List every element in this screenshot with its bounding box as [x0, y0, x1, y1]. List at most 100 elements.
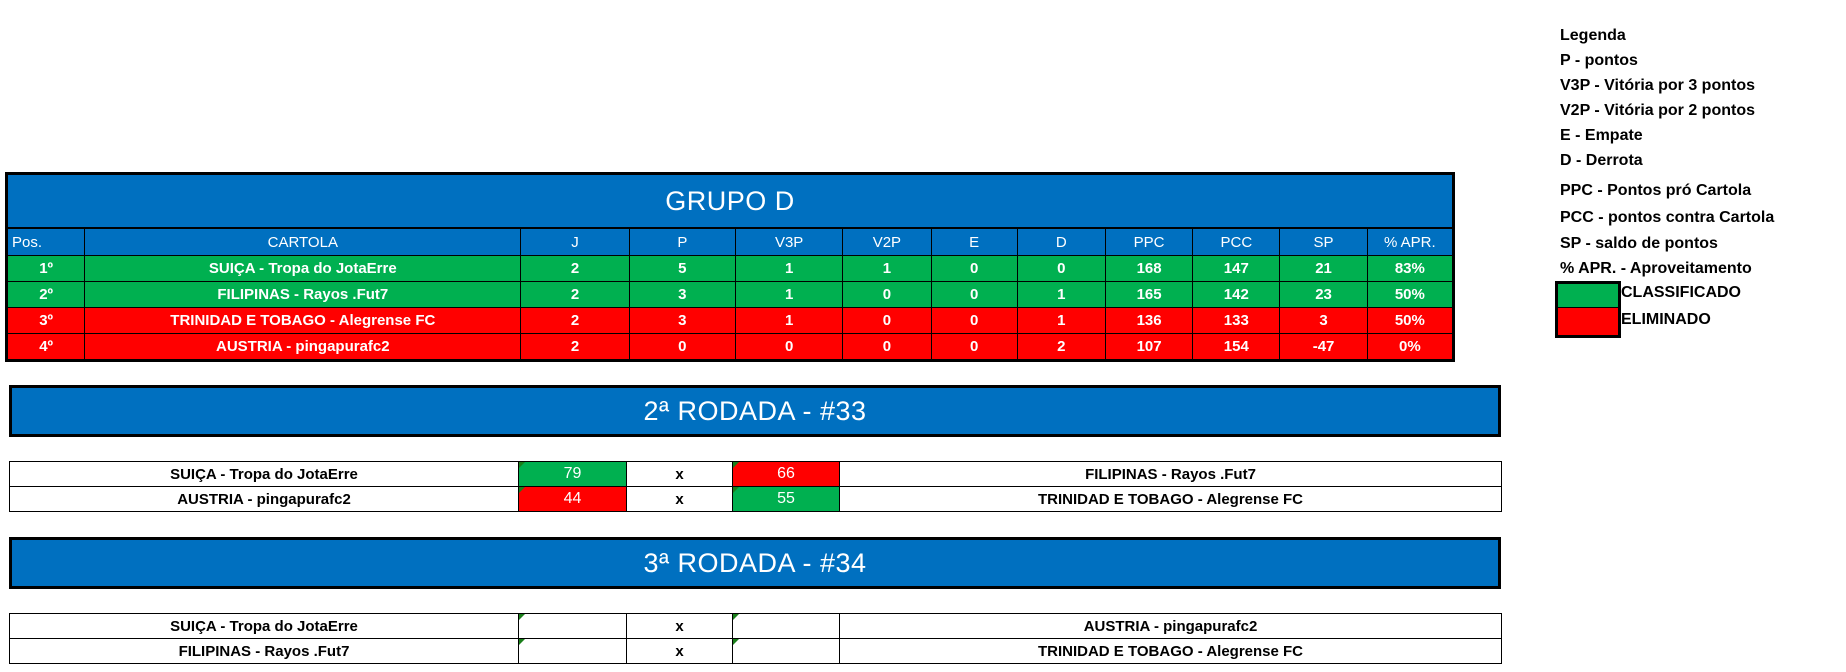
group-title-banner: GRUPO D: [5, 172, 1455, 230]
header-pcc: PCC: [1192, 228, 1281, 256]
header-p: P: [628, 228, 736, 256]
cell-e: 0: [930, 307, 1018, 334]
match-row: SUIÇA - Tropa do JotaErre x AUSTRIA - ping…: [9, 613, 1502, 639]
cell-pos: 4º: [5, 333, 86, 361]
header-ppc: PPC: [1104, 228, 1194, 256]
cell-cartola: TRINIDAD E TOBAGO - Alegrense FC: [84, 307, 522, 334]
comment-indicator-icon: [733, 614, 739, 620]
away-team-text: TRINIDAD E TOBAGO - Alegrense FC: [1037, 490, 1304, 508]
home-team-text: SUIÇA - Tropa do JotaErre: [170, 465, 358, 483]
cell-v2p: 1: [842, 255, 932, 282]
home-score: 79: [518, 461, 627, 487]
cell-pcc: 133: [1192, 307, 1281, 334]
away-team: AUSTRIA - pingapurafc2: [839, 613, 1502, 639]
comment-indicator-icon: [733, 462, 739, 468]
comment-indicator-icon: [519, 462, 525, 468]
versus-separator-text: x: [675, 490, 684, 508]
comment-indicator-icon: [519, 639, 525, 645]
legend-item: PPC - Pontos pró Cartola: [1560, 182, 1752, 199]
home-score: [518, 638, 627, 664]
legend-item: V2P - Vitória por 2 pontos: [1560, 102, 1755, 119]
legend-eliminado-label: ELIMINADO: [1621, 311, 1711, 328]
header-apr: % APR.: [1366, 228, 1455, 256]
home-team: FILIPINAS - Rayos .Fut7: [9, 638, 519, 664]
away-team: TRINIDAD E TOBAGO - Alegrense FC: [839, 638, 1502, 664]
group-title: GRUPO D: [665, 185, 795, 216]
cell-sp: 23: [1279, 281, 1368, 308]
round-2-banner: 2ª RODADA - #33: [9, 385, 1501, 437]
legend-swatch-classificado: [1555, 281, 1621, 312]
cell-ppc: 165: [1104, 281, 1194, 308]
cell-sp: 3: [1279, 307, 1368, 334]
legend-item: V3P - Vitória por 3 pontos: [1560, 77, 1755, 94]
away-team: FILIPINAS - Rayos .Fut7: [839, 461, 1502, 487]
legend-title: Legenda: [1560, 27, 1626, 44]
cell-v3p: 1: [734, 281, 844, 308]
standings-row: 3º TRINIDAD E TOBAGO - Alegrense FC 2 3 1 0 0 1…: [5, 307, 1455, 334]
cell-apr: 0%: [1366, 333, 1455, 361]
standings-row: 4º AUSTRIA - pingapurafc2 2 0 0 0 0 2 107 154 -47 0…: [5, 333, 1455, 361]
cell-ppc: 107: [1104, 333, 1194, 361]
header-d: D: [1016, 228, 1106, 256]
cell-j: 2: [520, 333, 630, 361]
cell-j: 2: [520, 281, 630, 308]
away-score: [732, 613, 840, 639]
legend-swatch-eliminado: [1555, 307, 1621, 338]
cell-j: 2: [520, 255, 630, 282]
header-pos: Pos.: [5, 228, 86, 256]
versus-separator: x: [626, 461, 733, 487]
cell-cartola: FILIPINAS - Rayos .Fut7: [84, 281, 522, 308]
round-3-matches-table: SUIÇA - Tropa do JotaErre x AUSTRIA - ping…: [9, 613, 1502, 664]
cell-apr: 83%: [1366, 255, 1455, 282]
match-row: SUIÇA - Tropa do JotaErre 79 x 66 FILIPINAS …: [9, 461, 1502, 487]
home-score: [518, 613, 627, 639]
cell-sp: -47: [1279, 333, 1368, 361]
cell-pos: 1º: [5, 255, 86, 282]
home-team: SUIÇA - Tropa do JotaErre: [9, 613, 519, 639]
legend-item: P - pontos: [1560, 52, 1638, 69]
cell-e: 0: [930, 281, 1018, 308]
cell-sp: 21: [1279, 255, 1368, 282]
cell-pos: 2º: [5, 281, 86, 308]
versus-separator-text: x: [675, 642, 684, 660]
cell-d: 0: [1016, 255, 1106, 282]
away-team-text: FILIPINAS - Rayos .Fut7: [1085, 465, 1256, 483]
comment-indicator-icon: [519, 487, 525, 493]
away-score: 66: [732, 461, 840, 487]
cell-pos: 3º: [5, 307, 86, 334]
legend-item: D - Derrota: [1560, 152, 1643, 169]
home-team-text: AUSTRIA - pingapurafc2: [177, 490, 351, 508]
group-standings-table: Pos. CARTOLA J P V3P V2P E D PPC PCC SP% APR. 1º SUI…: [5, 228, 1455, 362]
home-team: SUIÇA - Tropa do JotaErre: [9, 461, 519, 487]
away-team-text: TRINIDAD E TOBAGO - Alegrense FC: [1037, 642, 1304, 660]
round-2-matches-table: SUIÇA - Tropa do JotaErre 79 x 66 FILIPINAS …: [9, 461, 1502, 512]
header-cartola: CARTOLA: [84, 228, 522, 256]
home-team-text: SUIÇA - Tropa do JotaErre: [170, 617, 358, 635]
home-team: AUSTRIA - pingapurafc2: [9, 486, 519, 512]
comment-indicator-icon: [519, 614, 525, 620]
cell-pcc: 142: [1192, 281, 1281, 308]
cell-cartola: AUSTRIA - pingapurafc2: [84, 333, 522, 361]
header-v3p: V3P: [734, 228, 844, 256]
match-row: AUSTRIA - pingapurafc2 44 x 55 TRINIDAD E TO…: [9, 486, 1502, 512]
cell-d: 2: [1016, 333, 1106, 361]
comment-indicator-icon: [733, 487, 739, 493]
home-score: 44: [518, 486, 627, 512]
cell-ppc: 168: [1104, 255, 1194, 282]
standings-row: 1º SUIÇA - Tropa do JotaErre 2 5 1 1 0 0 168 147 2…: [5, 255, 1455, 282]
cell-j: 2: [520, 307, 630, 334]
round-3-banner: 3ª RODADA - #34: [9, 537, 1501, 589]
versus-separator: x: [626, 638, 733, 664]
cell-apr: 50%: [1366, 307, 1455, 334]
cell-v2p: 0: [842, 307, 932, 334]
away-team: TRINIDAD E TOBAGO - Alegrense FC: [839, 486, 1502, 512]
away-score: [732, 638, 840, 664]
cell-e: 0: [930, 333, 1018, 361]
cell-pcc: 154: [1192, 333, 1281, 361]
versus-separator: x: [626, 613, 733, 639]
cell-d: 1: [1016, 307, 1106, 334]
home-team-text: FILIPINAS - Rayos .Fut7: [178, 642, 350, 660]
versus-separator-text: x: [675, 465, 684, 483]
legend-item: % APR. - Aproveitamento: [1560, 260, 1752, 277]
legend-item: PCC - pontos contra Cartola: [1560, 209, 1775, 226]
